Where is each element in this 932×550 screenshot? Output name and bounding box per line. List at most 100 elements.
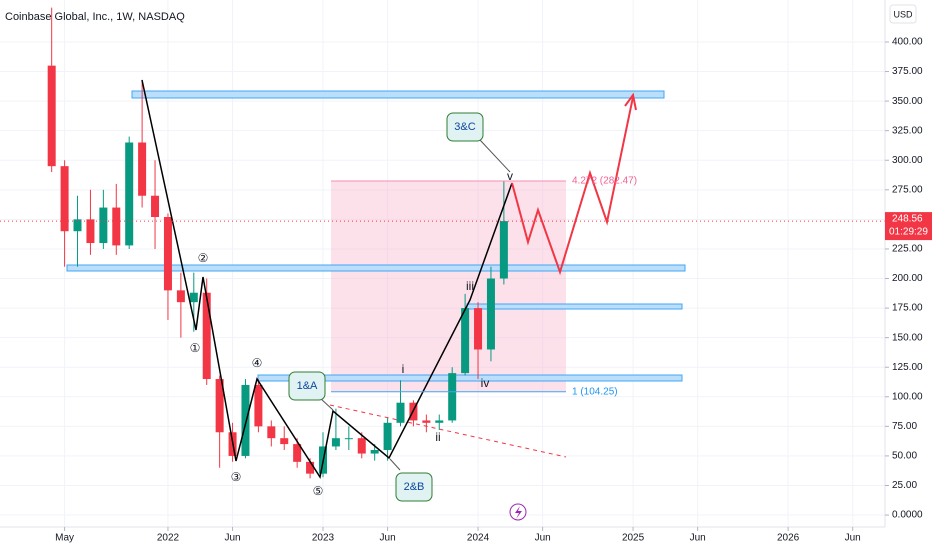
x-tick-label: Jun bbox=[690, 533, 706, 544]
candle-body bbox=[357, 438, 366, 454]
wave-label: ③ bbox=[231, 470, 242, 484]
trend-line bbox=[329, 404, 567, 458]
y-tick-label: 50.00 bbox=[892, 451, 917, 462]
candle-body bbox=[344, 438, 353, 440]
candle-body bbox=[176, 290, 185, 303]
candle-body bbox=[99, 207, 108, 244]
labels: 4.272 (282.47)1 (104.25)①②③④⑤iiiiiiivv1&… bbox=[0, 121, 885, 498]
candle-body bbox=[202, 292, 211, 380]
last-price-tag bbox=[885, 212, 932, 241]
callout-pointer bbox=[319, 397, 334, 411]
candle-body bbox=[189, 292, 198, 303]
chart-title: Coinbase Global, Inc., 1W, NASDAQ bbox=[5, 11, 185, 23]
y-tick-label: 75.00 bbox=[892, 421, 917, 432]
fib-label: 4.272 (282.47) bbox=[572, 176, 637, 187]
candle-body bbox=[163, 217, 172, 291]
y-tick-label: 25.00 bbox=[892, 480, 917, 491]
fib-label: 1 (104.25) bbox=[572, 386, 618, 397]
candle-body bbox=[215, 379, 224, 433]
candle-body bbox=[396, 402, 405, 423]
currency: USD bbox=[893, 9, 913, 19]
y-tick-label: 225.00 bbox=[892, 244, 923, 255]
x-tick-label: 2025 bbox=[622, 533, 645, 544]
wave-label: ④ bbox=[252, 356, 263, 370]
y-tick-label: 125.00 bbox=[892, 362, 923, 373]
candle-body bbox=[280, 438, 289, 445]
forecast-arrow bbox=[624, 92, 637, 111]
callout-label: 3&C bbox=[454, 121, 475, 133]
candle-body bbox=[461, 308, 470, 374]
zone bbox=[466, 303, 683, 310]
fib-box bbox=[331, 180, 566, 392]
callout bbox=[395, 472, 433, 502]
forecast-line bbox=[511, 96, 634, 276]
y-tick-label: 150.00 bbox=[892, 332, 923, 343]
candle-body bbox=[151, 195, 160, 218]
candle-body bbox=[60, 166, 69, 232]
candle-body bbox=[448, 373, 457, 421]
x-tick-label: Jun bbox=[535, 533, 551, 544]
x-tick-label: May bbox=[55, 533, 74, 544]
y-tick-label: 175.00 bbox=[892, 303, 923, 314]
candle-body bbox=[499, 221, 508, 279]
price-axis-bg bbox=[885, 0, 932, 550]
candle-body bbox=[370, 450, 379, 454]
callout-pointer bbox=[479, 139, 511, 173]
candle-body bbox=[125, 142, 134, 246]
candle-body bbox=[293, 444, 302, 462]
wave-label: ① bbox=[190, 341, 201, 355]
wave-label: ii bbox=[435, 430, 440, 444]
candle-body bbox=[474, 308, 483, 350]
candle-body bbox=[138, 142, 147, 196]
x-tick-label: 2022 bbox=[157, 533, 180, 544]
x-tick-label: Jun bbox=[380, 533, 396, 544]
zone bbox=[131, 90, 665, 99]
x-tick-label: 2023 bbox=[312, 533, 335, 544]
candle-body bbox=[47, 65, 56, 167]
candle-body bbox=[331, 438, 340, 447]
y-tick-label: 300.00 bbox=[892, 155, 923, 166]
last-price-label: 248.56 bbox=[892, 214, 923, 225]
callout-label: 1&A bbox=[297, 380, 318, 392]
candle-body bbox=[254, 384, 263, 427]
callout-pointer bbox=[389, 458, 401, 471]
wave-label: i bbox=[402, 362, 405, 376]
candle-body bbox=[112, 207, 121, 246]
callout bbox=[446, 112, 484, 142]
candle-body bbox=[306, 461, 315, 474]
x-tick-label: 2024 bbox=[467, 533, 490, 544]
y-tick-label: 275.00 bbox=[892, 184, 923, 195]
candle-body bbox=[486, 278, 495, 350]
wave-label: ⑤ bbox=[313, 484, 324, 498]
x-tick-label: Jun bbox=[845, 533, 861, 544]
wave-line bbox=[141, 79, 513, 479]
candle-body bbox=[73, 219, 82, 232]
x-tick-label: 2026 bbox=[777, 533, 800, 544]
wave-label: ② bbox=[198, 251, 209, 265]
y-tick-label: 200.00 bbox=[892, 273, 923, 284]
wave-label: v bbox=[507, 169, 513, 183]
candle-body bbox=[422, 420, 431, 423]
candle-body bbox=[383, 422, 392, 451]
wave-label: iv bbox=[481, 376, 490, 390]
y-tick-label: 100.00 bbox=[892, 391, 923, 402]
candle-body bbox=[241, 384, 250, 456]
candle-body bbox=[435, 420, 444, 423]
callout-label: 2&B bbox=[404, 481, 425, 493]
y-tick-label: 350.00 bbox=[892, 96, 923, 107]
wave-label: iii bbox=[466, 279, 474, 293]
zone bbox=[257, 374, 683, 382]
candle-body bbox=[86, 219, 95, 244]
y-tick-label: 400.00 bbox=[892, 37, 923, 48]
callout bbox=[288, 371, 326, 401]
x-tick-label: Jun bbox=[224, 533, 240, 544]
axes: 0.0000 25.00 50.00 75.00 100.00 125.00 150.00 1… bbox=[55, 37, 923, 544]
candle-body bbox=[267, 426, 276, 439]
event-icon-bolt bbox=[515, 506, 522, 519]
currency-button[interactable] bbox=[889, 4, 917, 24]
y-tick-label: 375.00 bbox=[892, 66, 923, 77]
zone bbox=[66, 264, 686, 272]
y-tick-label: 325.00 bbox=[892, 125, 923, 136]
countdown: 01:29:29 bbox=[889, 227, 928, 238]
